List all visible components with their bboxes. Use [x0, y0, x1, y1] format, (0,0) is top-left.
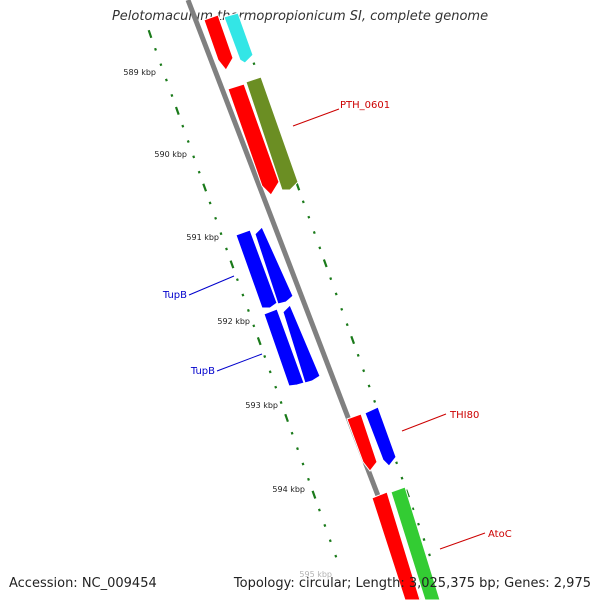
outer-scale-tick — [301, 462, 305, 466]
gene-feature-blue-tupb-1b — [254, 226, 294, 305]
outer-scale-tick — [181, 124, 185, 128]
gene-label-thi80: THI80 — [449, 410, 479, 421]
scale-label-591: 591 kbp — [186, 233, 219, 242]
outer-scale-tick — [197, 170, 201, 174]
outer-scale-tick — [225, 247, 228, 251]
outer-scale-tick — [290, 431, 294, 435]
outer-scale-tick — [252, 324, 256, 328]
inner-scale-tick — [312, 231, 316, 235]
inner-scale-tick — [395, 461, 399, 465]
inner-scale-tick — [295, 182, 301, 191]
outer-scale-tick — [147, 29, 153, 39]
scale-label-592: 592 kbp — [217, 317, 250, 326]
gene-feature-red-thi80 — [346, 413, 378, 472]
gene-label-atoc: AtoC — [488, 529, 512, 540]
gene-feature-blue-tupb-2b — [282, 304, 321, 384]
callout-line-atoc — [439, 532, 486, 550]
scale-label-589: 589 kbp — [123, 68, 156, 77]
gene-label-tupb-1: TupB — [162, 290, 187, 301]
outer-tick-track — [147, 29, 338, 558]
callout-line-ptho601 — [292, 108, 340, 127]
inner-scale-tick — [307, 215, 311, 219]
outer-scale-tick — [317, 508, 321, 512]
outer-scale-tick — [229, 260, 235, 269]
outer-scale-tick — [192, 155, 196, 159]
inner-scale-tick — [417, 522, 420, 526]
scale-label-594: 594 kbp — [272, 485, 305, 494]
outer-scale-tick — [214, 216, 218, 220]
gene-feature-red-atoc — [371, 491, 421, 600]
inner-scale-tick — [373, 399, 377, 403]
inner-scale-tick — [301, 200, 305, 204]
scale-labels: 589 kbp 590 kbp 591 kbp 592 kbp 593 kbp … — [123, 68, 332, 579]
outer-scale-tick — [268, 370, 272, 374]
outer-scale-tick — [241, 293, 245, 297]
gene-feature-blue-tupb-1a — [235, 229, 278, 309]
gene-label-tupb-2: TupB — [190, 366, 215, 377]
gene-features — [203, 12, 441, 600]
scale-label-595: 595 kbp — [299, 570, 332, 579]
outer-scale-tick — [311, 490, 317, 499]
inner-scale-tick — [345, 323, 349, 327]
inner-scale-tick — [334, 292, 338, 296]
outer-scale-tick — [296, 447, 299, 451]
gene-feature-red-ptho601 — [227, 83, 280, 196]
inner-scale-tick — [329, 277, 333, 281]
inner-scale-tick — [362, 369, 366, 373]
outer-scale-tick — [334, 554, 338, 558]
accession-text: Accession: NC_009454 — [9, 576, 157, 591]
gene-feature-blue-thi80 — [364, 406, 397, 467]
outer-scale-tick — [263, 355, 267, 358]
outer-scale-tick — [323, 523, 327, 528]
inner-scale-tick — [318, 246, 322, 250]
inner-scale-tick — [322, 259, 328, 268]
inner-scale-tick — [422, 538, 426, 542]
outer-scale-tick — [235, 278, 239, 282]
inner-scale-tick — [356, 353, 360, 357]
gene-feature-red-top — [203, 14, 234, 71]
outer-scale-tick — [279, 401, 283, 405]
outer-scale-tick — [154, 47, 157, 51]
scale-label-590: 590 kbp — [154, 150, 187, 159]
gene-callouts — [188, 108, 486, 550]
inner-scale-tick — [340, 307, 344, 311]
inner-scale-tick — [400, 476, 404, 480]
outer-scale-tick — [202, 183, 208, 192]
outer-scale-tick — [174, 106, 180, 115]
gene-feature-olive-ptho601 — [245, 76, 299, 191]
inner-scale-tick — [411, 507, 415, 511]
outer-scale-tick — [159, 63, 163, 67]
inner-scale-tick — [350, 335, 356, 345]
inner-scale-tick — [428, 553, 431, 557]
outer-scale-tick — [208, 201, 212, 205]
genome-summary-text: Topology: circular; Length: 3,025,375 bp… — [233, 576, 591, 591]
inner-scale-tick — [367, 384, 371, 388]
gene-feature-blue-tupb-2a — [263, 308, 305, 387]
outer-scale-tick — [170, 93, 174, 97]
gene-feature-green-atoc — [390, 486, 441, 600]
gene-labels: PTH_0601 TupB TupB THI80 AtoC — [162, 100, 512, 540]
callout-line-thi80 — [401, 413, 447, 432]
outer-scale-tick — [219, 232, 223, 236]
gene-label-pth0601: PTH_0601 — [340, 100, 390, 111]
outer-scale-tick — [246, 308, 250, 312]
outer-scale-tick — [164, 78, 168, 82]
callout-line-tupb-2 — [216, 353, 263, 372]
outer-scale-tick — [256, 337, 262, 346]
outer-scale-tick — [284, 413, 289, 423]
callout-line-tupb-1 — [188, 275, 235, 296]
gene-feature-cyan-top — [223, 12, 254, 64]
inner-scale-tick — [252, 62, 256, 66]
outer-scale-tick — [186, 139, 190, 144]
outer-scale-tick — [274, 385, 278, 389]
outer-scale-tick — [307, 477, 310, 481]
scale-label-593: 593 kbp — [245, 401, 278, 410]
outer-scale-tick — [328, 539, 332, 543]
